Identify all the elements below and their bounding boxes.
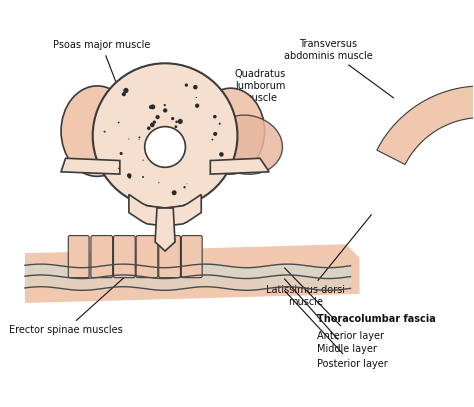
Circle shape <box>161 128 165 132</box>
Ellipse shape <box>210 115 283 174</box>
Circle shape <box>138 136 140 138</box>
FancyBboxPatch shape <box>91 236 113 278</box>
Circle shape <box>158 128 163 133</box>
Text: Posterior layer: Posterior layer <box>284 291 387 369</box>
Circle shape <box>152 136 157 142</box>
Ellipse shape <box>197 88 264 174</box>
Circle shape <box>175 120 178 123</box>
FancyBboxPatch shape <box>136 236 158 278</box>
Circle shape <box>163 108 167 113</box>
Polygon shape <box>61 158 120 174</box>
Circle shape <box>164 104 166 106</box>
Circle shape <box>118 122 119 123</box>
Circle shape <box>156 131 160 134</box>
Circle shape <box>158 182 159 183</box>
Text: Anterior layer: Anterior layer <box>284 268 383 341</box>
Circle shape <box>150 105 155 109</box>
Circle shape <box>150 149 151 151</box>
Circle shape <box>164 130 167 132</box>
Text: Thoracolumbar fascia: Thoracolumbar fascia <box>317 314 435 324</box>
Circle shape <box>154 150 157 153</box>
Circle shape <box>172 190 177 195</box>
FancyBboxPatch shape <box>113 236 135 278</box>
Polygon shape <box>155 208 175 251</box>
Circle shape <box>145 127 185 167</box>
Text: Quadratus
lumborum
muscle: Quadratus lumborum muscle <box>235 69 286 140</box>
Text: Transversus
abdominis muscle: Transversus abdominis muscle <box>283 39 393 98</box>
Circle shape <box>93 63 237 208</box>
Circle shape <box>122 92 126 96</box>
Circle shape <box>195 103 199 108</box>
Circle shape <box>142 160 144 161</box>
Circle shape <box>183 186 186 188</box>
Text: Middle layer: Middle layer <box>284 279 376 354</box>
Circle shape <box>155 115 160 119</box>
Circle shape <box>160 156 164 160</box>
Circle shape <box>156 140 158 142</box>
Circle shape <box>213 115 217 118</box>
Text: Latissimus dorsi
muscle: Latissimus dorsi muscle <box>266 215 371 307</box>
Circle shape <box>174 125 177 128</box>
Circle shape <box>177 143 178 144</box>
Circle shape <box>178 119 183 124</box>
Polygon shape <box>377 86 474 164</box>
Circle shape <box>123 88 128 93</box>
Circle shape <box>142 176 144 178</box>
Circle shape <box>127 173 131 178</box>
FancyBboxPatch shape <box>159 236 181 278</box>
Circle shape <box>171 146 173 148</box>
FancyBboxPatch shape <box>182 236 202 278</box>
Text: Erector spinae muscles: Erector spinae muscles <box>9 259 145 335</box>
FancyBboxPatch shape <box>68 236 89 278</box>
Circle shape <box>164 133 168 136</box>
Circle shape <box>118 168 119 169</box>
Circle shape <box>213 132 217 136</box>
Circle shape <box>149 105 153 109</box>
Circle shape <box>153 120 156 124</box>
Circle shape <box>165 132 167 134</box>
Text: Psoas major muscle: Psoas major muscle <box>53 40 150 101</box>
Polygon shape <box>25 244 360 303</box>
Ellipse shape <box>61 86 133 176</box>
Circle shape <box>219 152 224 157</box>
Circle shape <box>162 134 167 140</box>
Circle shape <box>219 123 221 125</box>
Circle shape <box>196 97 197 98</box>
Circle shape <box>163 131 166 135</box>
Circle shape <box>193 85 198 90</box>
Circle shape <box>150 123 155 127</box>
Circle shape <box>161 135 163 137</box>
Polygon shape <box>210 158 269 174</box>
Circle shape <box>211 139 213 140</box>
Circle shape <box>128 176 131 179</box>
Circle shape <box>171 117 174 120</box>
Circle shape <box>104 131 106 133</box>
Circle shape <box>147 127 151 130</box>
Circle shape <box>185 83 188 87</box>
Circle shape <box>156 142 157 143</box>
Circle shape <box>138 139 139 140</box>
Polygon shape <box>129 195 201 226</box>
Circle shape <box>119 152 123 155</box>
Circle shape <box>128 138 129 140</box>
